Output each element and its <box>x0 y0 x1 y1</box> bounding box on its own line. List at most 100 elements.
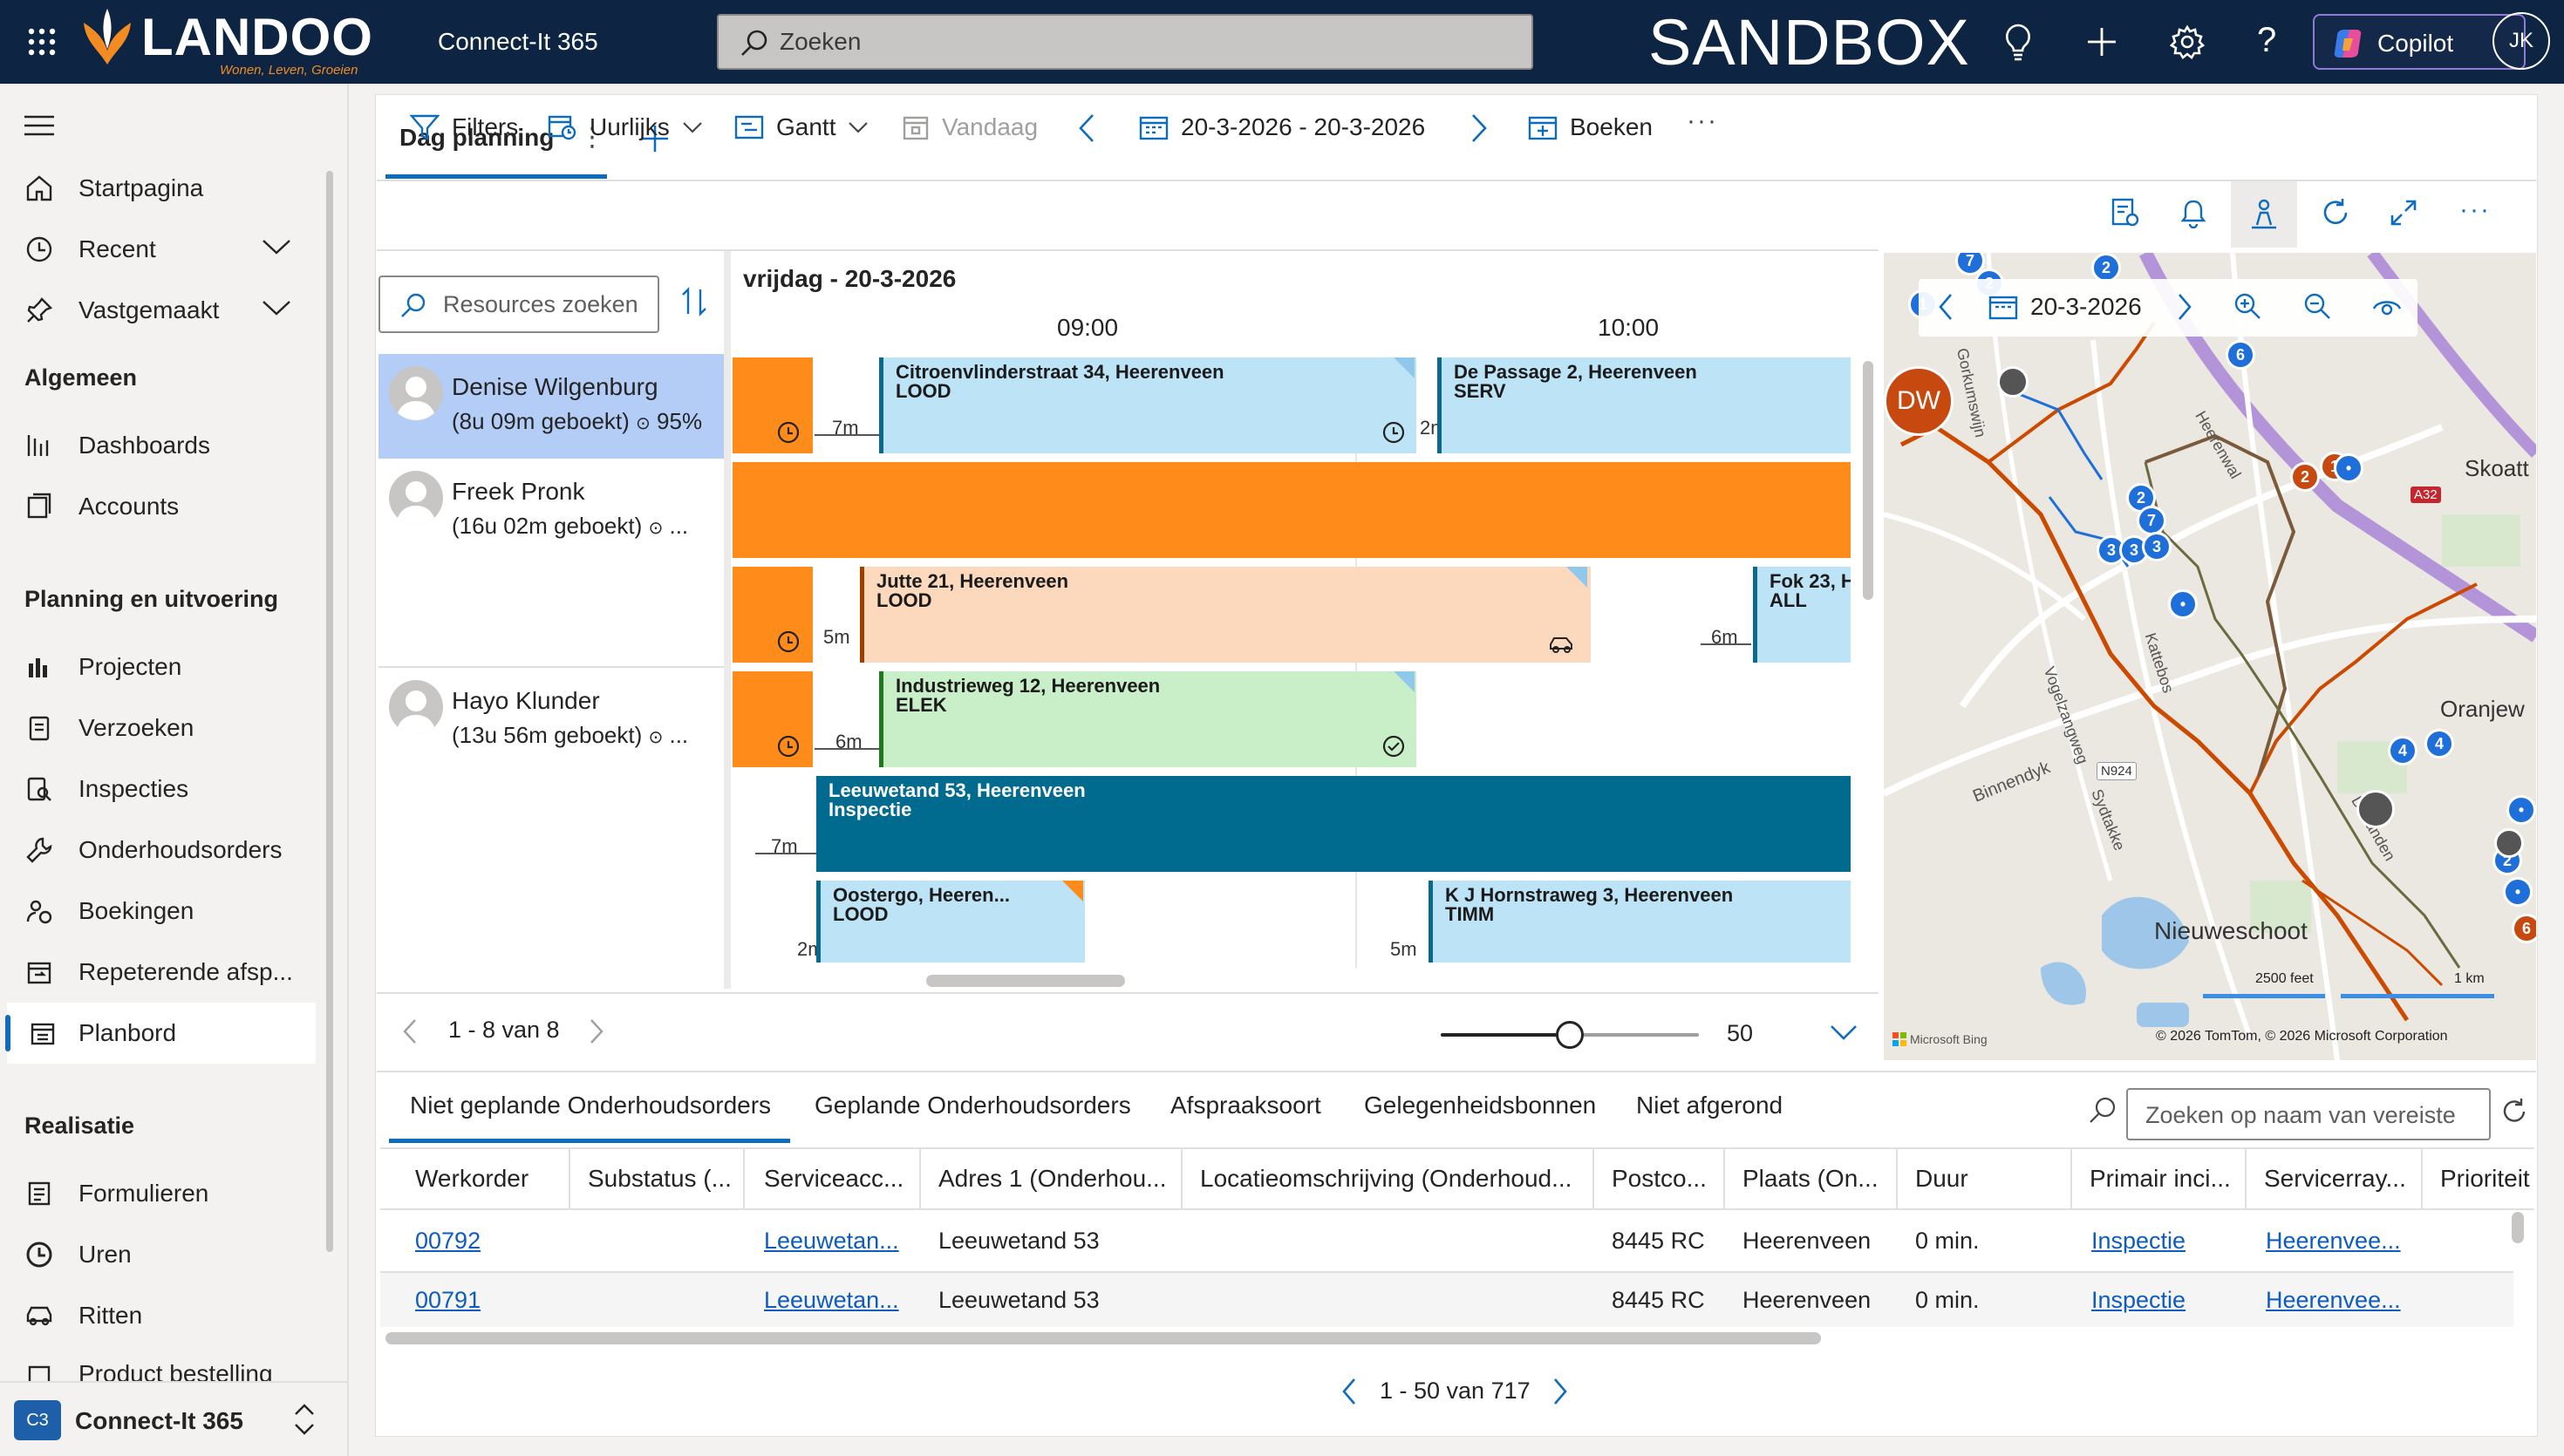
resource-map-marker[interactable]: DW <box>1884 366 1954 436</box>
zoom-in-icon[interactable] <box>2233 291 2262 321</box>
sidebar-item-planbord[interactable]: Planbord <box>5 1003 316 1064</box>
resource-search-input[interactable]: Resources zoeken <box>378 276 659 333</box>
map-pin[interactable]: 6 <box>2226 340 2255 370</box>
map-pin[interactable]: • <box>2334 453 2363 483</box>
resource-row-denise[interactable]: Denise Wilgenburg (8u 09m geboekt) ⊙ 95% <box>378 354 724 459</box>
map-view-eye-icon[interactable] <box>2372 295 2402 319</box>
tab-niet-afgerond[interactable]: Niet afgerond <box>1636 1092 1783 1119</box>
map-pin[interactable]: • <box>2168 589 2198 619</box>
sidebar-item-inspecties[interactable]: Inspecties <box>0 759 316 820</box>
travel-block[interactable] <box>733 357 813 453</box>
column-separator[interactable] <box>919 1149 921 1208</box>
table-row[interactable]: 00792 Leeuwetan... Leeuwetand 53 8445 RC… <box>380 1210 2513 1271</box>
sidebar-item-verzoeken[interactable]: Verzoeken <box>0 697 316 759</box>
cell-servicerray[interactable]: Heerenvee... <box>2266 1228 2401 1254</box>
sidebar-item-formulieren[interactable]: Formulieren <box>0 1163 316 1224</box>
add-tab-plus-icon[interactable] <box>640 124 670 153</box>
expand-icon[interactable] <box>2390 199 2417 227</box>
sidebar-scrollbar[interactable] <box>326 171 333 1252</box>
chevron-down-icon[interactable] <box>262 299 291 316</box>
booking-citroenvlinderstraat[interactable]: Citroenvlinderstraat 34, Heerenveen LOOD <box>879 357 1416 453</box>
column-serviceacc[interactable]: Serviceacc... <box>764 1165 904 1192</box>
toolbar-more-icon[interactable]: ··· <box>1687 106 1718 135</box>
column-primair[interactable]: Primair inci... <box>2090 1165 2231 1192</box>
settings-gear-icon[interactable] <box>2170 24 2205 59</box>
sidebar-item-onderhoudsorders[interactable]: Onderhoudsorders <box>0 820 316 881</box>
more-options-icon[interactable]: ··· <box>2459 195 2491 224</box>
refresh-icon[interactable] <box>2320 197 2351 228</box>
map-pin-orange[interactable]: 2 <box>2290 462 2320 492</box>
column-separator[interactable] <box>2245 1149 2247 1208</box>
column-separator[interactable] <box>2421 1149 2423 1208</box>
column-plaats[interactable]: Plaats (On... <box>1742 1165 1879 1192</box>
tab-geplande[interactable]: Geplande Onderhoudsorders <box>815 1092 1131 1119</box>
map-stop-marker[interactable] <box>1997 366 2029 398</box>
zoom-slider-track[interactable] <box>1441 1021 1699 1049</box>
cell-serviceacc[interactable]: Leeuwetan... <box>764 1287 899 1313</box>
sidebar-item-vastgemaakt[interactable]: Vastgemaakt <box>0 280 316 341</box>
filters-button[interactable]: Filters <box>410 103 518 152</box>
map-pin[interactable]: 2 <box>2091 253 2121 282</box>
tab-gelegenheidsbonnen[interactable]: Gelegenheidsbonnen <box>1364 1092 1597 1119</box>
booking-industrieweg[interactable]: Industrieweg 12, Heerenveen ELEK <box>879 671 1416 767</box>
copilot-button[interactable]: Copilot <box>2313 14 2526 70</box>
map-pin[interactable]: • <box>2506 795 2536 825</box>
map-pin-orange[interactable]: 6 <box>2512 914 2536 943</box>
column-separator[interactable] <box>2070 1149 2072 1208</box>
book-button[interactable]: Boeken <box>1528 103 1653 152</box>
requirement-search-input[interactable]: Zoeken op naam van vereiste <box>2126 1088 2491 1140</box>
global-search-box[interactable]: Zoeken <box>717 14 1533 70</box>
today-button[interactable]: Vandaag <box>902 103 1038 152</box>
column-separator[interactable] <box>1723 1149 1725 1208</box>
area-switcher[interactable]: C3 Connect-It 365 <box>0 1381 347 1456</box>
column-separator[interactable] <box>1181 1149 1183 1208</box>
booking-fok[interactable]: Fok 23, H ALL <box>1753 567 1851 663</box>
lightbulb-icon[interactable] <box>2002 23 2034 61</box>
sidebar-item-recent[interactable]: Recent <box>0 219 316 280</box>
map-stop-marker[interactable] <box>2356 790 2395 828</box>
grid-pager-prev-icon[interactable] <box>1341 1378 1357 1405</box>
zoom-slider-thumb[interactable] <box>1556 1021 1584 1049</box>
gantt-vertical-scrollbar[interactable] <box>1863 361 1873 600</box>
booking-leeuwetand[interactable]: Leeuwetand 53, Heerenveen Inspectie <box>816 776 1851 872</box>
gantt-horizontal-scrollbar[interactable] <box>926 975 1125 987</box>
travel-block[interactable] <box>733 671 813 767</box>
map-pin[interactable]: 4 <box>2424 729 2454 759</box>
map-pin[interactable]: 2 <box>2126 483 2156 513</box>
map-next-date-icon[interactable] <box>2177 293 2192 321</box>
booking-de-passage[interactable]: De Passage 2, Heerenveen SERV <box>1437 357 1851 453</box>
column-adres[interactable]: Adres 1 (Onderhou... <box>938 1165 1167 1192</box>
board-settings-icon[interactable] <box>2111 197 2140 228</box>
grid-vertical-scrollbar[interactable] <box>2512 1212 2524 1243</box>
view-gantt-dropdown[interactable]: Gantt <box>734 103 869 152</box>
next-date-chevron-icon[interactable] <box>1470 113 1488 143</box>
sidebar-item-repeterende[interactable]: Repeterende afsp... <box>0 942 316 1003</box>
cell-werkorder[interactable]: 00791 <box>415 1287 481 1313</box>
sidebar-item-startpagina[interactable]: Startpagina <box>0 158 316 219</box>
landoo-logo[interactable]: LANDOO Wonen, Leven, Groeien <box>80 3 412 80</box>
travel-block-long[interactable] <box>733 462 1851 558</box>
travel-block[interactable] <box>733 567 813 663</box>
refresh-icon[interactable] <box>2499 1097 2529 1126</box>
cell-primair[interactable]: Inspectie <box>2091 1228 2186 1254</box>
sidebar-item-projecten[interactable]: Projecten <box>0 636 316 697</box>
column-substatus[interactable]: Substatus (... <box>588 1165 732 1192</box>
collapse-chevron-icon[interactable] <box>1830 1024 1858 1041</box>
resource-row-hayo[interactable]: Hayo Klunder (13u 56m geboekt) ⊙ ... <box>378 668 724 987</box>
tab-niet-geplande[interactable]: Niet geplande Onderhoudsorders <box>410 1092 772 1119</box>
column-prioriteit[interactable]: Prioriteit <box>2440 1165 2530 1192</box>
map-prev-date-icon[interactable] <box>1938 293 1954 321</box>
new-plus-icon[interactable] <box>2086 26 2117 58</box>
map-pin[interactable]: 7 <box>1955 253 1985 276</box>
pager-prev-icon[interactable] <box>403 1018 417 1044</box>
zoom-out-icon[interactable] <box>2302 291 2332 321</box>
cell-servicerray[interactable]: Heerenvee... <box>2266 1287 2401 1313</box>
map-toggle-button[interactable] <box>2231 181 2297 248</box>
tab-afspraaksoort[interactable]: Afspraaksoort <box>1170 1092 1321 1119</box>
map-panel[interactable]: Skoatt Oranjew Nieuweschoot Binnendyk Vo… <box>1884 253 2536 1060</box>
tab-more-icon[interactable]: ⋮ <box>579 123 605 152</box>
sidebar-item-boekingen[interactable]: Boekingen <box>0 881 316 942</box>
sidebar-item-product-bestelling[interactable]: Product bestelling <box>0 1346 316 1381</box>
column-separator[interactable] <box>1896 1149 1898 1208</box>
cell-serviceacc[interactable]: Leeuwetan... <box>764 1228 899 1254</box>
